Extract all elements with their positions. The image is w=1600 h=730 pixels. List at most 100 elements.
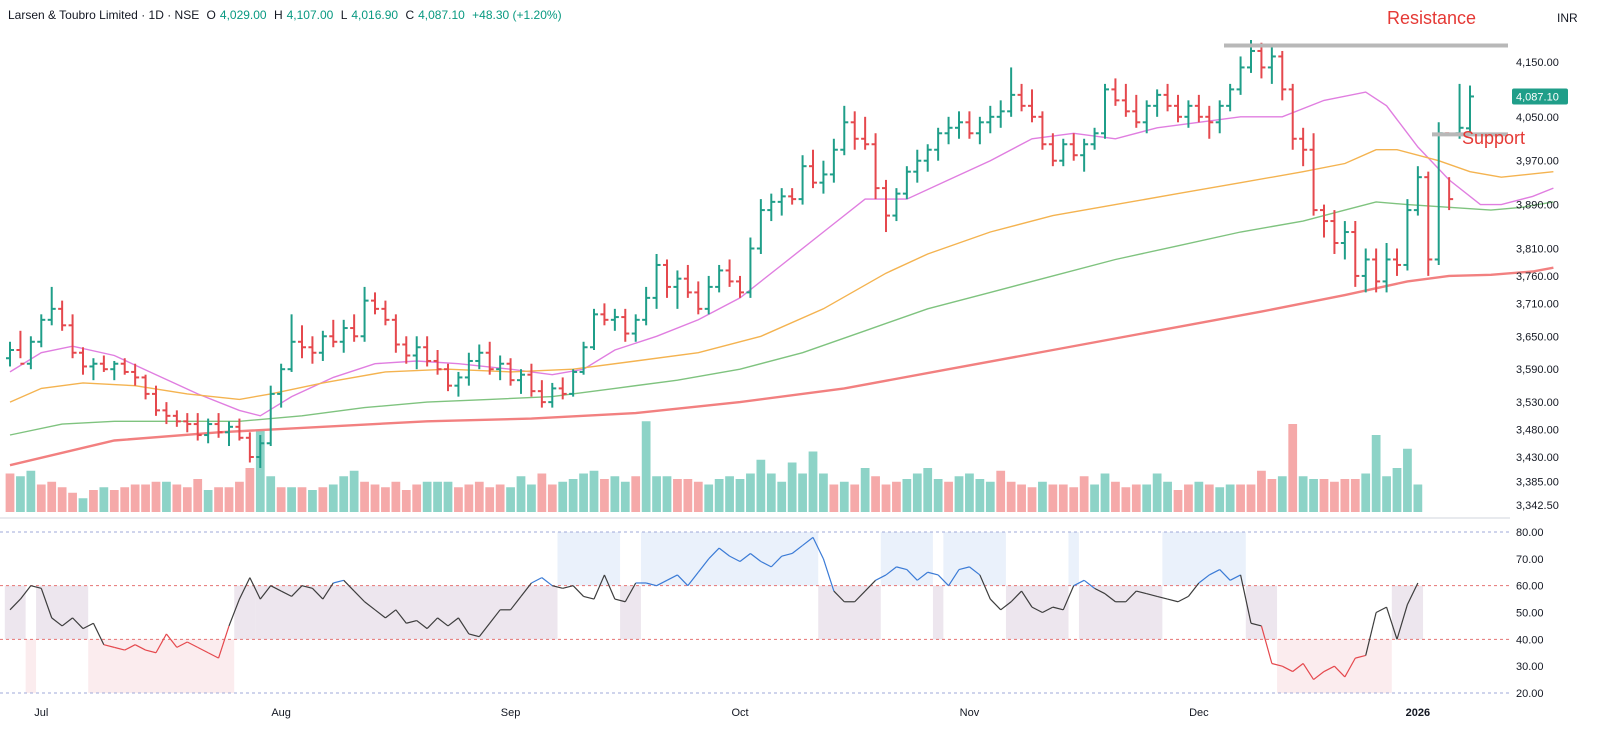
rsi-segment bbox=[1083, 579, 1095, 589]
rsi-segment bbox=[896, 566, 908, 571]
rsi-segment bbox=[791, 544, 803, 554]
price-axis-tick: 3,710.00 bbox=[1516, 298, 1559, 310]
volume-bar bbox=[1069, 487, 1079, 512]
volume-bar bbox=[965, 473, 974, 512]
rsi-segment bbox=[1386, 606, 1398, 640]
rsi-segment bbox=[739, 552, 751, 562]
high-value: 4,107.00 bbox=[286, 8, 334, 22]
rsi-zone-band bbox=[557, 532, 621, 586]
ohlc-bar bbox=[485, 341, 494, 375]
ohlc-bar bbox=[496, 355, 505, 381]
ohlc-bar bbox=[1007, 67, 1016, 117]
ohlc-bar bbox=[1466, 85, 1474, 135]
ohlc-bar bbox=[975, 116, 984, 145]
price-axis-tick: 3,480.00 bbox=[1516, 425, 1559, 437]
ohlc-bar bbox=[829, 138, 838, 183]
rsi-segment bbox=[165, 633, 178, 648]
rsi-segment bbox=[697, 558, 710, 573]
volume-bar bbox=[725, 476, 734, 512]
ohlc-bar bbox=[1038, 111, 1047, 150]
volume-bar bbox=[568, 479, 578, 512]
volume-bar bbox=[68, 492, 77, 512]
ohlc-bar bbox=[882, 179, 890, 233]
volume-bar bbox=[975, 479, 985, 512]
rsi-zone-band bbox=[234, 585, 256, 640]
ohlc-bar bbox=[1424, 171, 1433, 276]
rsi-segment bbox=[1229, 574, 1241, 581]
ohlc-bar bbox=[475, 344, 484, 370]
ohlc-bar bbox=[1361, 248, 1370, 293]
rsi-segment bbox=[468, 633, 480, 638]
ohlc-bar bbox=[1393, 248, 1401, 276]
ema-slow-line bbox=[9, 201, 1554, 436]
ohlc-bar bbox=[1351, 221, 1360, 287]
ohlc-bar bbox=[1090, 127, 1099, 150]
price-axis-tick: 3,890.00 bbox=[1516, 200, 1559, 212]
ohlc-bar bbox=[6, 341, 14, 367]
volume-bar bbox=[777, 481, 787, 512]
ohlc-bar bbox=[1059, 138, 1068, 167]
volume-bar bbox=[162, 481, 171, 512]
volume-bar bbox=[996, 470, 1006, 512]
rsi-segment bbox=[1355, 654, 1366, 659]
volume-bar bbox=[235, 481, 244, 512]
ohlc-bar bbox=[1413, 166, 1422, 216]
ohlc-bar bbox=[381, 300, 390, 326]
rsi-segment bbox=[155, 633, 167, 654]
ohlc-bar bbox=[402, 336, 411, 364]
volume-bar bbox=[871, 476, 880, 512]
ohlc-bar bbox=[1017, 83, 1026, 112]
rsi-segment bbox=[343, 579, 355, 592]
volume-bar bbox=[109, 490, 119, 512]
ohlc-bar bbox=[569, 369, 578, 397]
ohlc-bar bbox=[162, 402, 171, 425]
currency-label[interactable]: INR bbox=[1557, 11, 1578, 25]
volume-bar bbox=[1048, 484, 1058, 512]
rsi-segment bbox=[280, 590, 292, 597]
rsi-segment bbox=[979, 574, 991, 600]
ohlc-bar bbox=[537, 380, 546, 408]
rsi-segment bbox=[51, 617, 63, 627]
volume-bar bbox=[881, 484, 891, 512]
rsi-segment bbox=[187, 641, 198, 648]
rsi-segment bbox=[1375, 606, 1387, 614]
rsi-segment bbox=[583, 595, 595, 600]
ohlc-bar bbox=[1101, 83, 1109, 139]
ohlc-bar bbox=[892, 188, 901, 222]
price-axis-tick: 4,150.00 bbox=[1516, 57, 1559, 69]
rsi-segment bbox=[114, 646, 125, 651]
ohlc-bar bbox=[631, 314, 640, 342]
ohlc-bar bbox=[350, 314, 359, 342]
rsi-segment bbox=[729, 555, 741, 563]
rsi-zone-band bbox=[620, 585, 641, 640]
volume-bar bbox=[26, 470, 36, 512]
rsi-segment bbox=[1177, 595, 1189, 603]
ohlc-bar bbox=[600, 303, 609, 326]
rsi-segment bbox=[687, 571, 699, 587]
volume-bar bbox=[1111, 481, 1120, 512]
rsi-segment bbox=[374, 609, 386, 619]
rsi-segment bbox=[969, 566, 981, 576]
rsi-zone-band bbox=[932, 585, 944, 640]
ohlc-bar bbox=[1121, 83, 1130, 117]
volume-bar bbox=[485, 487, 495, 512]
symbol-title[interactable]: Larsen & Toubro Limited · 1D · NSE bbox=[8, 8, 200, 22]
open-value: 4,029.00 bbox=[219, 8, 267, 22]
volume-bar bbox=[1090, 484, 1099, 512]
rsi-segment bbox=[311, 587, 324, 600]
rsi-segment bbox=[72, 617, 84, 630]
volume-bar bbox=[641, 421, 651, 512]
ohlc-bar bbox=[1445, 132, 1454, 211]
change-value: +48.30 (+1.20%) bbox=[472, 8, 562, 22]
time-axis-tick: Sep bbox=[501, 707, 521, 719]
volume-bar bbox=[537, 473, 547, 512]
volume-bar bbox=[516, 476, 526, 512]
price-axis-tick: 3,760.00 bbox=[1516, 271, 1559, 283]
rsi-segment bbox=[989, 598, 1002, 611]
volume-bar bbox=[1184, 484, 1193, 512]
rsi-zone-band bbox=[1162, 532, 1246, 586]
rsi-segment bbox=[40, 588, 53, 619]
ohlc-bar bbox=[506, 358, 515, 386]
time-axis-tick: Jul bbox=[34, 707, 48, 719]
volume-bar bbox=[787, 462, 797, 512]
